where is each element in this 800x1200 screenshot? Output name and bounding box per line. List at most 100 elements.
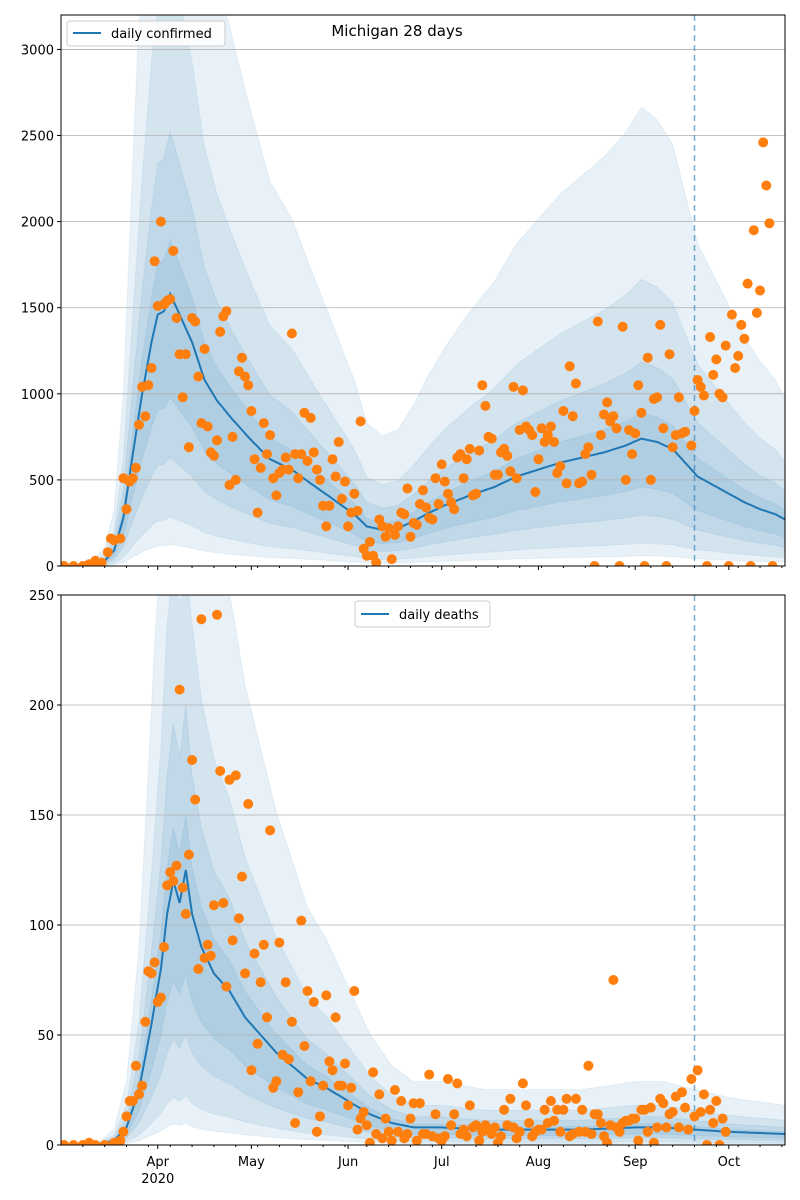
- data-point: [308, 447, 319, 458]
- data-point: [443, 1074, 453, 1084]
- data-point: [692, 1065, 703, 1076]
- chart-daily-confirmed: 0 500 1000 1500 2000 2500 3000 Michigan 28 day…: [21, 14, 786, 575]
- data-point: [602, 1137, 613, 1145]
- data-point: [134, 419, 144, 430]
- data-point: [533, 454, 544, 465]
- data-point: [121, 1111, 132, 1122]
- data-point: [458, 473, 469, 484]
- data-point: [386, 1135, 397, 1145]
- data-point: [68, 1140, 79, 1145]
- data-point: [243, 380, 254, 391]
- data-point: [433, 499, 444, 509]
- data-point: [336, 493, 347, 504]
- data-point: [474, 445, 485, 456]
- data-point: [595, 430, 606, 441]
- data-point: [549, 1115, 560, 1126]
- data-point: [293, 473, 304, 484]
- data-point: [183, 442, 194, 453]
- uncertainty-band: [61, 814, 785, 1145]
- data-point: [505, 1093, 516, 1104]
- data-point: [305, 1076, 316, 1087]
- y-tick-label: 0: [46, 560, 54, 575]
- data-point: [340, 476, 350, 487]
- median-line: [61, 291, 785, 566]
- data-point: [165, 867, 176, 878]
- data-point: [230, 770, 241, 781]
- data-point: [199, 344, 210, 354]
- data-point: [536, 423, 547, 434]
- data-point: [311, 1126, 322, 1137]
- y-tick-label: 500: [29, 474, 54, 489]
- data-point: [539, 1104, 550, 1115]
- data-point: [252, 1038, 263, 1049]
- data-point: [745, 561, 756, 566]
- data-point: [698, 1089, 709, 1100]
- data-point: [146, 363, 157, 373]
- data-point: [299, 1041, 310, 1051]
- data-point: [439, 476, 450, 487]
- data-point: [265, 430, 276, 441]
- data-point: [449, 1109, 460, 1120]
- data-point: [514, 1126, 525, 1137]
- data-point: [589, 561, 600, 566]
- data-point: [583, 1060, 594, 1071]
- data-point: [130, 462, 141, 473]
- data-point: [655, 319, 666, 330]
- data-point: [405, 1113, 416, 1124]
- data-point: [705, 332, 716, 342]
- data-point: [393, 521, 403, 532]
- data-point: [661, 561, 672, 566]
- data-point: [708, 369, 719, 380]
- data-point: [555, 1126, 566, 1137]
- data-point: [524, 1118, 535, 1128]
- data-point: [673, 392, 684, 403]
- data-point: [296, 915, 307, 926]
- data-point: [240, 968, 251, 979]
- data-point: [227, 431, 238, 442]
- x-tick-label: Apr: [146, 1155, 169, 1170]
- y-tick-label: 2500: [21, 130, 54, 145]
- data-point: [171, 313, 182, 323]
- y-tick-label: 250: [29, 589, 54, 604]
- data-point: [308, 997, 319, 1007]
- data-point: [508, 381, 519, 392]
- data-point: [761, 180, 772, 191]
- data-point: [642, 1126, 653, 1137]
- data-point: [748, 225, 759, 236]
- data-point: [280, 452, 291, 463]
- data-point: [305, 412, 316, 423]
- data-point: [336, 1080, 347, 1091]
- data-point: [330, 471, 341, 482]
- uncertainty-bands: [61, 15, 785, 566]
- data-point: [705, 1104, 716, 1115]
- data-point: [496, 1131, 506, 1142]
- data-point: [480, 400, 491, 411]
- data-point: [536, 1124, 547, 1135]
- data-point: [371, 557, 382, 566]
- uncertainty-band: [61, 595, 785, 1145]
- data-point: [627, 449, 638, 460]
- data-point: [592, 1109, 603, 1120]
- data-point: [318, 1080, 329, 1091]
- data-point: [364, 536, 375, 547]
- plot-frame: [60, 14, 786, 567]
- data-point: [502, 450, 513, 461]
- x-tick-label: Sep: [623, 1155, 648, 1170]
- data-point: [368, 1067, 379, 1078]
- data-point: [767, 561, 778, 566]
- data-point: [140, 411, 151, 422]
- data-point: [561, 478, 572, 489]
- data-point: [461, 1131, 472, 1142]
- data-point: [349, 986, 360, 996]
- uncertainty-band: [61, 15, 785, 566]
- data-point: [677, 1087, 687, 1098]
- x-tick-label: Oct: [718, 1155, 740, 1170]
- data-point: [492, 469, 503, 480]
- data-point: [427, 514, 438, 525]
- data-point: [377, 1133, 388, 1144]
- data-point: [352, 1124, 363, 1135]
- y-tick-label: 0: [46, 1139, 54, 1154]
- data-point: [327, 1065, 338, 1076]
- data-point: [633, 1135, 644, 1145]
